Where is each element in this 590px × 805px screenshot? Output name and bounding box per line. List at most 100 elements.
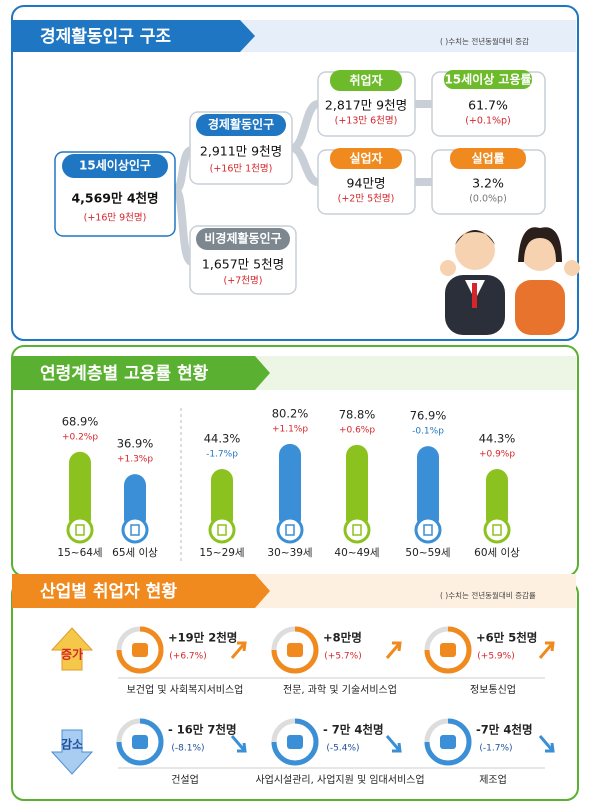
bar xyxy=(486,468,508,530)
change-label: +1.3%p xyxy=(117,455,153,465)
note: ( )수치는 전년동월대비 증감률 xyxy=(440,590,536,600)
trend-arrow xyxy=(538,641,555,659)
icon-arc xyxy=(271,718,319,766)
item-change: (-8.1%) xyxy=(171,744,204,754)
icon xyxy=(285,524,295,536)
change-label: +0.9%p xyxy=(479,449,515,459)
trend-arrow xyxy=(230,735,247,753)
icon xyxy=(352,524,362,536)
banner-strip xyxy=(250,356,576,390)
icon xyxy=(121,516,149,544)
bar xyxy=(279,443,301,530)
icon xyxy=(483,516,511,544)
row-label: 감소 xyxy=(61,737,83,752)
box-label: 실업률 xyxy=(471,151,504,166)
box-value: 4,569만 4천명 xyxy=(71,191,158,206)
icon xyxy=(440,643,456,657)
box-value: 3.2% xyxy=(472,176,504,191)
pill xyxy=(450,148,526,169)
trend-arrow xyxy=(385,735,402,753)
age-label: 30~39세 xyxy=(267,547,312,559)
rate-label: 36.9% xyxy=(117,437,154,451)
banner xyxy=(12,574,270,608)
pill xyxy=(196,114,286,136)
item-value: -7만 4천명 xyxy=(476,723,533,737)
trend-arrow xyxy=(385,641,402,659)
age-bars: 68.9% +0.2%p 15~64세 36.9% +1.3%p 65세 이상 44.3% -… xyxy=(57,406,520,559)
trend-arrow xyxy=(538,735,555,753)
box-label: 경제활동인구 xyxy=(208,117,274,132)
item-change: (-1.7%) xyxy=(479,744,512,754)
row-label: 증가 xyxy=(61,647,83,662)
box-label: 15세이상 고용률 xyxy=(444,72,531,87)
age-label: 15~29세 xyxy=(199,547,244,559)
item-change: (+6.7%) xyxy=(169,652,206,662)
rate-label: 80.2% xyxy=(272,406,309,420)
icon xyxy=(287,643,303,657)
item-value: - 7만 4천명 xyxy=(323,723,384,737)
box-value: 2,911만 9천명 xyxy=(200,144,282,159)
box-value: 94만명 xyxy=(347,176,386,191)
trend-arrow xyxy=(230,641,247,659)
icon-arc xyxy=(271,626,319,674)
item-name: 제조업 xyxy=(479,773,507,786)
icon xyxy=(423,524,433,536)
icon xyxy=(132,735,148,749)
box-change: (0.0%p) xyxy=(469,194,507,205)
icon xyxy=(287,735,303,749)
icon xyxy=(492,524,502,536)
section-title: 경제활동인구 구조 xyxy=(40,26,171,47)
bar xyxy=(124,474,146,530)
box-change: (+13만 6천명) xyxy=(335,116,398,127)
box-change: (+16만 1천명) xyxy=(210,164,273,175)
box-label: 비경제활동인구 xyxy=(204,231,281,246)
box-label: 취업자 xyxy=(349,73,382,88)
pill xyxy=(444,70,532,89)
icon xyxy=(132,643,148,657)
rate-label: 44.3% xyxy=(479,431,516,445)
icon-arc xyxy=(116,718,164,766)
banner xyxy=(12,356,270,390)
section-title: 연령계층별 고용률 현황 xyxy=(40,363,209,384)
age-label: 65세 이상 xyxy=(112,547,158,559)
item-name: 전문, 과학 및 기술서비스업 xyxy=(283,683,397,696)
age-label: 60세 이상 xyxy=(474,547,520,559)
change-label: +0.2%p xyxy=(62,432,98,442)
item-value: +6만 5천명 xyxy=(476,631,537,645)
box-value: 1,657만 5천명 xyxy=(202,257,284,272)
box-value: 61.7% xyxy=(468,98,508,113)
item-name: 보건업 및 사회복지서비스업 xyxy=(127,683,244,696)
item-change: (+5.9%) xyxy=(477,652,514,662)
box-change: (+16만 9천명) xyxy=(84,213,147,224)
rate-label: 68.9% xyxy=(62,414,99,428)
banner-strip xyxy=(250,574,576,608)
icon xyxy=(66,516,94,544)
industry-items: +19만 2천명 (+6.7%) 보건업 및 사회복지서비스업 +8만명 (+5.7%)… xyxy=(116,626,555,786)
pill xyxy=(330,148,402,169)
item-change: (-5.4%) xyxy=(326,744,359,754)
icon-arc xyxy=(116,626,164,674)
box-change: (+2만 5천명) xyxy=(338,194,395,205)
item-value: +19만 2천명 xyxy=(168,631,237,645)
item-name: 사업시설관리, 사업지원 및 임대서비스업 xyxy=(255,773,424,786)
rate-label: 44.3% xyxy=(204,431,241,445)
item-name: 정보통신업 xyxy=(470,683,516,696)
change-label: -1.7%p xyxy=(206,449,238,459)
icon-arc xyxy=(424,718,472,766)
characters xyxy=(440,227,580,335)
item-change: (+5.7%) xyxy=(324,652,361,662)
icon xyxy=(440,735,456,749)
pill xyxy=(330,70,402,91)
item-value: +8만명 xyxy=(323,631,362,645)
icon xyxy=(414,516,442,544)
box-value: 2,817만 9천명 xyxy=(325,98,407,113)
bar xyxy=(417,446,439,530)
bar xyxy=(69,451,91,530)
age-label: 15~64세 xyxy=(57,547,102,559)
age-label: 50~59세 xyxy=(405,547,450,559)
bar xyxy=(346,444,368,530)
pill xyxy=(196,228,290,250)
rate-label: 78.8% xyxy=(339,407,376,421)
note: ( )수치는 전년동월대비 증감 xyxy=(440,36,529,46)
